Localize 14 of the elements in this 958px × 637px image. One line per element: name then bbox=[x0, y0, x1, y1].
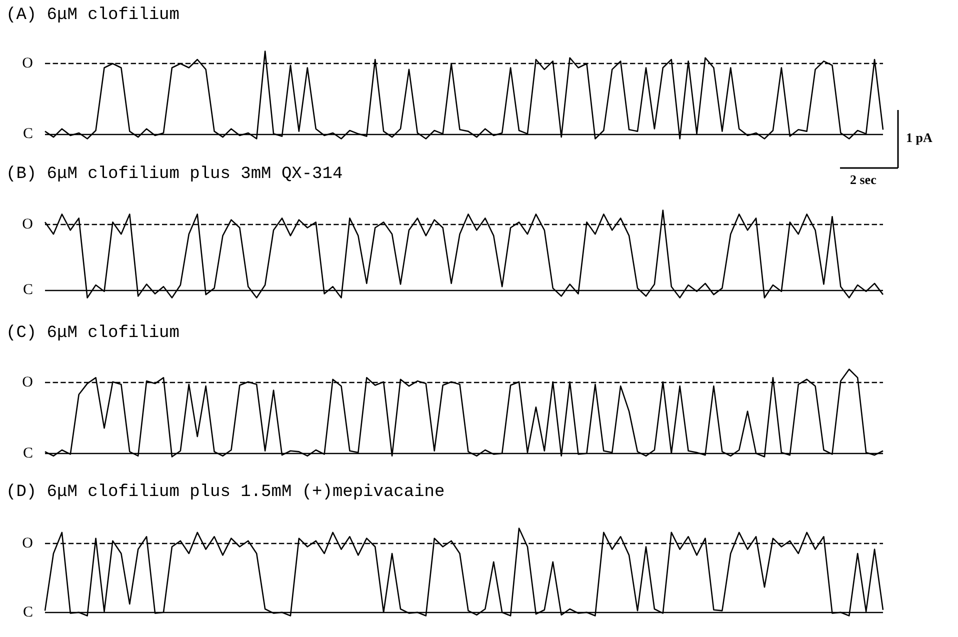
chart-title: (C) 6μM clofilium bbox=[6, 324, 180, 343]
ref-line-label: O bbox=[22, 216, 34, 233]
chart-title: (A) 6μM clofilium bbox=[6, 6, 180, 25]
ref-line-label: O bbox=[22, 374, 34, 391]
ref-line-label: C bbox=[22, 445, 33, 462]
ref-line-label: O bbox=[22, 535, 34, 552]
ref-line-label: C bbox=[22, 604, 33, 620]
text: 2 sec bbox=[850, 172, 876, 188]
chart-title: (B) 6μM clofilium plus 3mM QX-314 bbox=[6, 165, 343, 184]
ref-line-label: O bbox=[22, 56, 34, 72]
ref-line-label: C bbox=[22, 282, 33, 298]
text: 1 pA bbox=[906, 130, 932, 146]
ref-line-label: C bbox=[22, 126, 33, 142]
chart-title: (D) 6μM clofilium plus 1.5mM (+)mepivacaine bbox=[6, 483, 445, 502]
